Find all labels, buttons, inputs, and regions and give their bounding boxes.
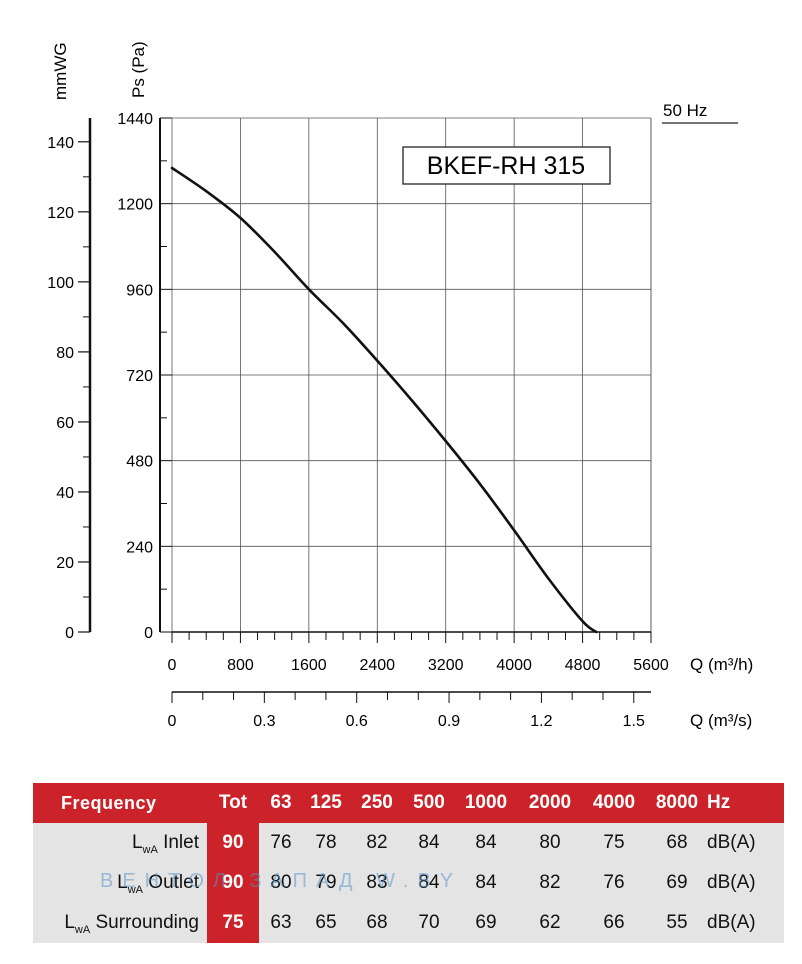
unit-cell: dB(A) xyxy=(707,863,784,903)
mmwg-tick-label: 60 xyxy=(56,415,74,432)
value-cell: 65 xyxy=(303,903,349,943)
pa-tick-label: 1200 xyxy=(117,197,153,214)
value-cell: 84 xyxy=(405,823,453,863)
pa-tick-label: 1440 xyxy=(117,111,153,128)
chart-grid xyxy=(171,117,652,633)
pa-tick-label: 720 xyxy=(126,368,153,385)
value-cell: 78 xyxy=(303,823,349,863)
mmwg-tick-label: 80 xyxy=(56,345,74,362)
value-cell: 80 xyxy=(519,823,581,863)
pa-tick-label: 480 xyxy=(126,454,153,471)
mmwg-tick-label: 40 xyxy=(56,485,74,502)
x-m3h-tick-label: 3200 xyxy=(428,657,464,674)
value-cell: 70 xyxy=(405,903,453,943)
header-8000: 8000 xyxy=(647,783,707,823)
value-cell: 76 xyxy=(581,863,647,903)
header-250: 250 xyxy=(349,783,405,823)
x-m3h-tick-label: 4000 xyxy=(496,657,532,674)
table-header-row: Frequency Tot 63 125 250 500 1000 2000 4… xyxy=(33,783,784,823)
unit-cell: dB(A) xyxy=(707,903,784,943)
tot-cell: 75 xyxy=(207,903,259,943)
pa-axis: 0 240 480 720 960 1200 1440 xyxy=(117,111,172,642)
frequency-label: 50 Hz xyxy=(663,101,707,120)
row-label: LwA Outlet xyxy=(33,863,207,903)
mmwg-tick-label: 140 xyxy=(47,135,74,152)
x-m3h-tick-label: 0 xyxy=(168,657,177,674)
model-label-box xyxy=(402,146,611,185)
x-m3s-tick-label: 0.9 xyxy=(438,713,460,730)
mmwg-tick-label: 120 xyxy=(47,205,74,222)
tot-cell: 90 xyxy=(207,863,259,903)
value-cell: 68 xyxy=(349,903,405,943)
x-m3s-tick-label: 0 xyxy=(168,713,177,730)
header-125: 125 xyxy=(303,783,349,823)
x-m3s-tick-label: 0.3 xyxy=(253,713,275,730)
value-cell: 55 xyxy=(647,903,707,943)
value-cell: 83 xyxy=(349,863,405,903)
value-cell: 82 xyxy=(519,863,581,903)
curve-layer xyxy=(170,166,598,634)
x-m3h-tick-label: 2400 xyxy=(359,657,395,674)
x-m3h-tick-label: 800 xyxy=(227,657,254,674)
mmwg-tick-label: 0 xyxy=(65,625,74,642)
tot-cell: 90 xyxy=(207,823,259,863)
row-label: LwA Inlet xyxy=(33,823,207,863)
unit-cell: dB(A) xyxy=(707,823,784,863)
header-1000: 1000 xyxy=(453,783,519,823)
fan-curve-chart: 0 20 40 60 80 100 120 140 0 240 480 720 960 1200 1440… xyxy=(47,41,753,730)
x-m3h-tick-label: 1600 xyxy=(291,657,327,674)
value-cell: 62 xyxy=(519,903,581,943)
pa-tick-label: 960 xyxy=(126,282,153,299)
header-63: 63 xyxy=(259,783,303,823)
x-axis-m3s: 0 0.3 0.6 0.9 1.2 1.5 xyxy=(168,691,651,730)
x-m3s-tick-label: 1.2 xyxy=(530,713,552,730)
header-4000: 4000 xyxy=(581,783,647,823)
value-cell: 80 xyxy=(259,863,303,903)
table-row: LwA Outlet 90 80 79 83 84 84 82 76 69 dB… xyxy=(33,863,784,903)
mmwg-tick-label: 20 xyxy=(56,555,74,572)
pa-axis-label: Ps (Pa) xyxy=(129,41,148,98)
value-cell: 84 xyxy=(453,823,519,863)
x-m3h-tick-label: 5600 xyxy=(633,657,669,674)
pa-tick-label: 0 xyxy=(144,625,153,642)
header-500: 500 xyxy=(405,783,453,823)
mmwg-axis-label: mmWG xyxy=(51,42,70,100)
x-axis-m3s-label: Q (m³/s) xyxy=(690,711,752,730)
mmwg-axis: 0 20 40 60 80 100 120 140 xyxy=(47,118,92,642)
header-hz: Hz xyxy=(707,783,784,823)
x-m3s-tick-label: 1.5 xyxy=(623,713,645,730)
header-2000: 2000 xyxy=(519,783,581,823)
value-cell: 84 xyxy=(453,863,519,903)
x-axis-m3h-label: Q (m³/h) xyxy=(690,655,753,674)
value-cell: 75 xyxy=(581,823,647,863)
value-cell: 84 xyxy=(405,863,453,903)
value-cell: 82 xyxy=(349,823,405,863)
value-cell: 79 xyxy=(303,863,349,903)
value-cell: 63 xyxy=(259,903,303,943)
mmwg-tick-label: 100 xyxy=(47,275,74,292)
row-label: LwA Surrounding xyxy=(33,903,207,943)
value-cell: 69 xyxy=(453,903,519,943)
sound-power-table: Frequency Tot 63 125 250 500 1000 2000 4… xyxy=(33,783,784,943)
fan-curve-line xyxy=(170,166,598,634)
table-row: LwA Inlet 90 76 78 82 84 84 80 75 68 dB(… xyxy=(33,823,784,863)
table-row: LwA Surrounding 75 63 65 68 70 69 62 66 … xyxy=(33,903,784,943)
value-cell: 69 xyxy=(647,863,707,903)
value-cell: 68 xyxy=(647,823,707,863)
header-tot: Tot xyxy=(207,783,259,823)
x-m3h-tick-label: 4800 xyxy=(565,657,601,674)
header-frequency: Frequency xyxy=(33,783,207,823)
x-m3s-tick-label: 0.6 xyxy=(346,713,368,730)
pa-tick-label: 240 xyxy=(126,539,153,556)
value-cell: 76 xyxy=(259,823,303,863)
value-cell: 66 xyxy=(581,903,647,943)
x-axis-m3h: 0 800 1600 2400 3200 4000 4800 5600 xyxy=(168,631,669,674)
model-label: BKEF-RH 315 xyxy=(427,152,585,180)
